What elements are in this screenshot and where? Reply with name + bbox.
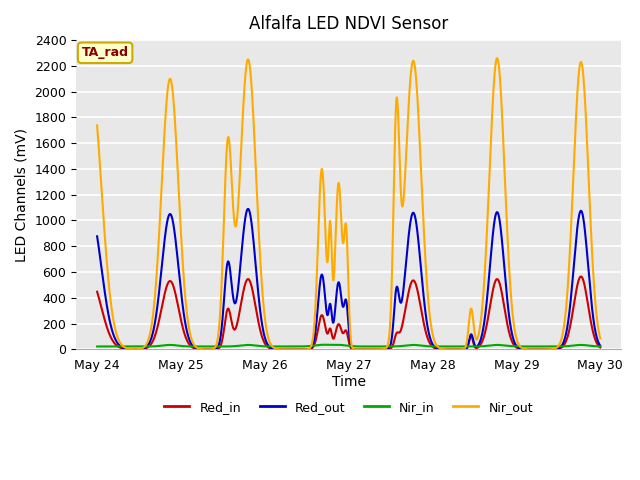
- Red_out: [150, 323, 158, 328]
- Nir_in: [587, 343, 595, 348]
- X-axis label: Time: Time: [332, 375, 365, 389]
- Nir_out: [180, 283, 188, 289]
- Nir_out: [587, 221, 595, 227]
- Red_out: [286, 347, 294, 352]
- Nir_out: [93, 122, 101, 128]
- Red_in: [358, 347, 365, 352]
- Nir_out: [532, 347, 540, 352]
- Line: Red_out: Red_out: [97, 209, 600, 349]
- Red_out: [180, 315, 188, 321]
- Nir_in: [93, 344, 101, 349]
- Nir_in: [286, 344, 294, 349]
- Text: TA_rad: TA_rad: [82, 46, 129, 60]
- Legend: Red_in, Red_out, Nir_in, Nir_out: Red_in, Red_out, Nir_in, Nir_out: [159, 396, 538, 419]
- Nir_out: [493, 55, 501, 61]
- Nir_out: [286, 347, 294, 352]
- Red_in: [532, 347, 540, 352]
- Red_out: [308, 344, 316, 349]
- Red_in: [286, 347, 294, 352]
- Red_in: [577, 274, 585, 279]
- Line: Nir_out: Nir_out: [97, 58, 600, 349]
- Nir_in: [308, 343, 316, 348]
- Red_out: [596, 343, 604, 348]
- Nir_out: [357, 347, 365, 352]
- Title: Alfalfa LED NDVI Sensor: Alfalfa LED NDVI Sensor: [249, 15, 448, 33]
- Nir_in: [596, 344, 604, 349]
- Line: Red_in: Red_in: [97, 276, 600, 349]
- Red_out: [244, 206, 252, 212]
- Nir_in: [180, 343, 188, 349]
- Red_in: [308, 346, 316, 351]
- Nir_out: [308, 341, 316, 347]
- Red_in: [93, 289, 101, 295]
- Nir_in: [532, 344, 540, 349]
- Nir_in: [321, 342, 328, 348]
- Red_in: [150, 334, 158, 340]
- Red_out: [93, 233, 101, 239]
- Red_out: [587, 292, 595, 298]
- Line: Nir_in: Nir_in: [97, 345, 600, 347]
- Nir_in: [150, 343, 158, 349]
- Red_in: [180, 330, 188, 336]
- Nir_out: [596, 336, 604, 341]
- Y-axis label: LED Channels (mV): LED Channels (mV): [15, 128, 29, 262]
- Red_in: [596, 345, 604, 350]
- Red_in: [587, 318, 595, 324]
- Nir_out: [150, 298, 158, 304]
- Red_out: [532, 347, 540, 352]
- Red_out: [358, 347, 365, 352]
